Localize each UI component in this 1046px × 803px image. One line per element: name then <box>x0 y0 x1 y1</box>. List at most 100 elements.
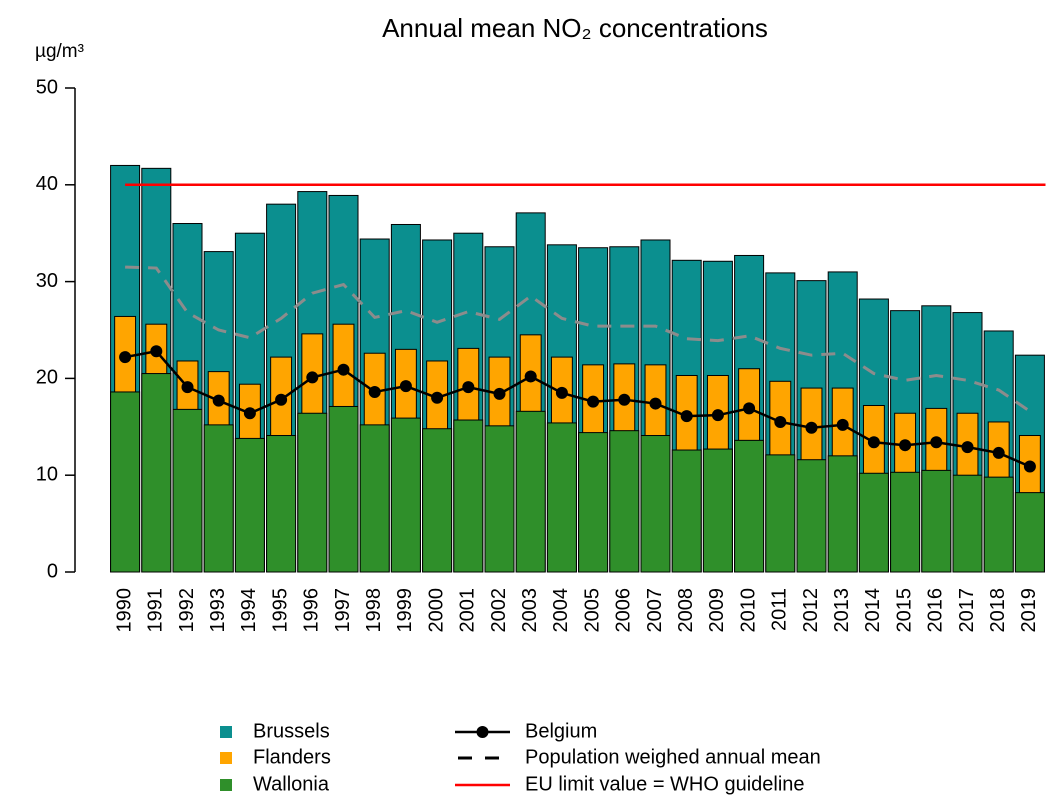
bar <box>578 432 609 573</box>
y-tick-label: 50 <box>36 76 58 98</box>
line-point <box>961 441 974 454</box>
y-tick-label: 40 <box>36 173 58 195</box>
bar <box>328 405 359 573</box>
line-point <box>836 418 849 431</box>
bar <box>858 472 889 573</box>
legend-swatch <box>220 779 232 791</box>
x-tick-label: 2016 <box>925 588 947 633</box>
line-point <box>992 446 1005 459</box>
line-point <box>930 436 943 449</box>
legend-swatch <box>220 726 232 738</box>
line-point <box>774 415 787 428</box>
legend-label: EU limit value = WHO guideline <box>525 773 805 795</box>
bar <box>921 469 952 573</box>
x-tick-label: 2012 <box>800 588 822 633</box>
x-tick-label: 2003 <box>519 588 541 633</box>
x-tick-label: 2018 <box>987 588 1009 633</box>
x-tick-label: 2013 <box>831 588 853 633</box>
bar <box>827 455 858 573</box>
x-tick-label: 1996 <box>301 588 323 633</box>
x-tick-label: 1990 <box>113 588 135 633</box>
line-point <box>899 439 912 452</box>
bar <box>609 430 640 573</box>
line-point <box>243 407 256 420</box>
line-point <box>743 402 756 415</box>
legend-label: Flanders <box>253 746 331 768</box>
bar <box>952 474 983 573</box>
x-tick-label: 2007 <box>644 588 666 633</box>
legend-swatch <box>220 752 232 764</box>
line-point <box>618 393 631 406</box>
x-tick-label: 2006 <box>613 588 635 633</box>
bar <box>172 408 203 573</box>
x-tick-label: 1998 <box>363 588 385 633</box>
bar <box>983 476 1014 573</box>
y-axis-label: µg/m³ <box>35 41 84 62</box>
x-tick-label: 2005 <box>581 588 603 633</box>
line-point <box>711 409 724 422</box>
bar <box>671 449 702 573</box>
bar <box>702 448 733 573</box>
x-tick-label: 2008 <box>675 588 697 633</box>
legend-label: Wallonia <box>253 773 330 795</box>
bar <box>390 417 421 573</box>
legend-label: Population weighed annual mean <box>525 746 821 768</box>
line-point <box>462 381 475 394</box>
y-tick-label: 30 <box>36 270 58 292</box>
x-tick-label: 1999 <box>394 588 416 633</box>
x-tick-label: 1993 <box>207 588 229 633</box>
bar <box>796 459 827 573</box>
bar <box>890 471 921 573</box>
bar <box>484 425 515 573</box>
line-point <box>275 393 288 406</box>
x-tick-label: 1994 <box>238 588 260 633</box>
x-tick-label: 2017 <box>956 588 978 633</box>
bar <box>546 422 577 573</box>
x-tick-label: 1991 <box>145 588 167 633</box>
line-point <box>150 345 163 358</box>
line-point <box>181 381 194 394</box>
line-point <box>306 371 319 384</box>
bar <box>765 454 796 573</box>
line-point <box>680 410 693 423</box>
bar <box>203 424 234 573</box>
x-tick-label: 2000 <box>425 588 447 633</box>
line-point <box>649 397 662 410</box>
x-tick-label: 1992 <box>176 588 198 633</box>
line-point <box>524 370 537 383</box>
bar <box>515 410 546 573</box>
x-tick-label: 1995 <box>269 588 291 633</box>
line-point <box>368 385 381 398</box>
x-tick-label: 2019 <box>1018 588 1040 633</box>
legend-point <box>476 726 489 738</box>
line-point <box>805 421 818 434</box>
line-point <box>431 391 444 404</box>
line-point <box>399 380 412 393</box>
line-point <box>587 395 600 408</box>
line-point <box>337 363 350 376</box>
y-tick-label: 10 <box>36 463 58 485</box>
line-point <box>493 387 506 400</box>
bar <box>110 391 141 573</box>
line-point <box>555 386 568 399</box>
y-tick-label: 20 <box>36 367 58 389</box>
x-tick-label: 2002 <box>488 588 510 633</box>
bar <box>1014 492 1045 573</box>
bar <box>359 424 390 573</box>
chart-title: Annual mean NO₂ concentrations <box>382 13 768 43</box>
y-tick-label: 0 <box>47 560 58 582</box>
x-tick-label: 2014 <box>862 588 884 633</box>
line-point <box>119 351 132 364</box>
dashed-line <box>125 265 1031 413</box>
line-point <box>1023 460 1036 473</box>
bar <box>297 412 328 573</box>
legend-label: Brussels <box>253 720 330 742</box>
x-tick-label: 2009 <box>706 588 728 633</box>
bar <box>234 437 265 573</box>
bar <box>734 439 765 573</box>
x-tick-label: 2004 <box>550 588 572 633</box>
bar <box>640 435 671 573</box>
line-point <box>867 436 880 449</box>
x-tick-label: 1997 <box>332 588 354 633</box>
